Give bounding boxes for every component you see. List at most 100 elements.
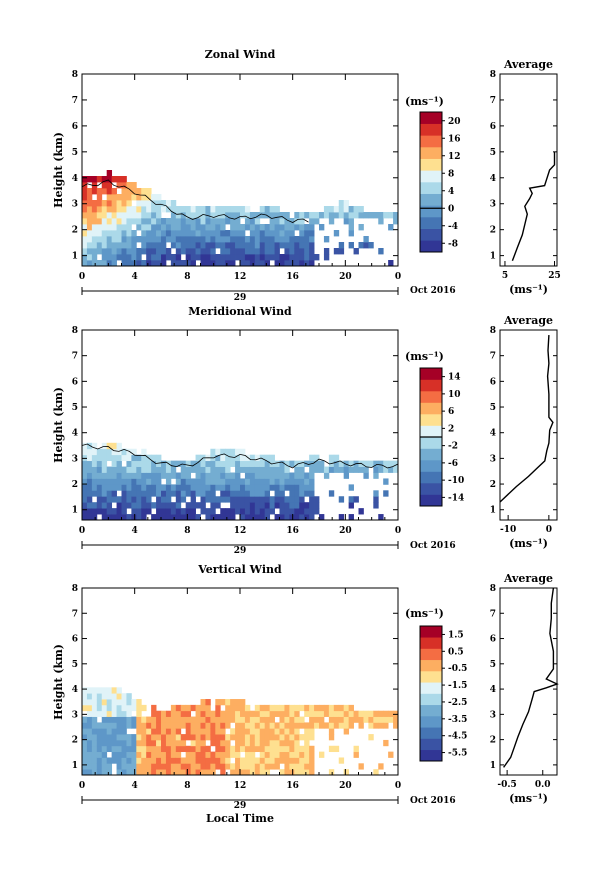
heatmap-cell xyxy=(116,687,122,694)
y-tick-label: 7 xyxy=(72,352,78,362)
heatmap-cell xyxy=(195,206,201,213)
heatmap-cell xyxy=(156,722,162,729)
heatmap-cell xyxy=(101,710,108,717)
colorbar-segment xyxy=(420,471,442,484)
heatmap-cell xyxy=(264,722,271,729)
profile-frame xyxy=(499,329,558,521)
heatmap-cell xyxy=(121,176,127,183)
heatmap-cell xyxy=(205,248,211,255)
date-month: Oct 2016 xyxy=(410,796,456,806)
heatmap-cell xyxy=(259,472,266,479)
heatmap-cell xyxy=(264,224,271,231)
heatmap-cell xyxy=(269,739,275,747)
heatmap-cell xyxy=(136,734,142,741)
heatmap-cell xyxy=(86,490,93,497)
heatmap-cell xyxy=(180,206,187,213)
heatmap-cell xyxy=(259,514,266,521)
heatmap-cell xyxy=(294,745,300,753)
heatmap-cell xyxy=(274,763,280,770)
heatmap-cell xyxy=(210,502,216,509)
heatmap-cell xyxy=(82,745,88,753)
heatmap-cell xyxy=(86,699,93,706)
heatmap-cell xyxy=(151,716,157,723)
heatmap-cell xyxy=(86,448,93,456)
heatmap-cell xyxy=(348,502,354,509)
heatmap-cell xyxy=(156,716,162,723)
heatmap-cell xyxy=(170,212,177,219)
heatmap-cell xyxy=(215,699,221,706)
heatmap-cell xyxy=(146,739,152,747)
heatmap-cell xyxy=(205,769,211,776)
heatmap-cell xyxy=(200,206,206,213)
heatmap-cell xyxy=(116,224,122,231)
heatmap-cell xyxy=(106,734,113,741)
heatmap-cell xyxy=(86,722,93,729)
heatmap-cell xyxy=(91,478,98,485)
heatmap-cell xyxy=(131,478,137,485)
heatmap-cell xyxy=(151,454,157,462)
heatmap-cell xyxy=(225,722,231,729)
heatmap-cell xyxy=(165,751,172,758)
heatmap-cell xyxy=(141,206,147,213)
heatmap-cell xyxy=(279,478,285,485)
heatmap-cell xyxy=(309,478,315,485)
heatmap-cell xyxy=(121,496,127,503)
heatmap-cell xyxy=(220,218,226,225)
heatmap-cell xyxy=(161,466,167,473)
heatmap-cell xyxy=(259,716,266,723)
heatmap-cell xyxy=(126,763,132,770)
colorbar-segment xyxy=(420,170,442,183)
x-tick-label: 16 xyxy=(286,781,299,791)
heatmap-cell xyxy=(264,472,271,479)
heatmap-cell xyxy=(230,508,236,515)
heatmap-cell xyxy=(106,248,113,255)
heatmap-cell xyxy=(254,508,261,515)
heatmap-cell xyxy=(170,751,177,758)
heatmap-cell xyxy=(259,248,266,255)
heatmap-cell xyxy=(131,722,137,729)
heatmap-cell xyxy=(220,460,226,467)
heatmap-cell xyxy=(259,490,266,497)
heatmap-cell xyxy=(161,716,167,723)
heatmap-cell xyxy=(86,710,93,717)
x-tick-label: 12 xyxy=(234,781,247,791)
heatmap-cell xyxy=(309,230,315,237)
heatmap-cell xyxy=(249,454,256,462)
heatmap-cell xyxy=(299,460,305,467)
heatmap-cell xyxy=(156,200,162,207)
heatmap-cell xyxy=(240,716,246,723)
heatmap-cell xyxy=(254,242,261,249)
heatmap-cell xyxy=(230,448,236,456)
heatmap-cell xyxy=(151,739,157,747)
heatmap-cell xyxy=(190,757,196,764)
heatmap-cell xyxy=(185,769,192,776)
heatmap-cell xyxy=(151,236,157,243)
heatmap-cell xyxy=(195,230,201,237)
heatmap-cell xyxy=(151,757,157,764)
heatmap-cell xyxy=(116,484,122,491)
heatmap-cell xyxy=(165,472,172,479)
heatmap-cell xyxy=(156,236,162,243)
heatmap-cell xyxy=(235,218,241,225)
heatmap-cell xyxy=(185,242,192,249)
heatmap-cell xyxy=(126,218,132,225)
heatmap-cell xyxy=(106,763,113,770)
heatmap-cell xyxy=(175,502,182,509)
heatmap-cell xyxy=(146,745,152,753)
x-tick-label: 16 xyxy=(286,272,299,282)
heatmap-cell xyxy=(190,763,196,770)
heatmap-cell xyxy=(225,508,231,515)
heatmap-cell xyxy=(264,751,271,758)
heatmap-cell xyxy=(141,194,147,201)
heatmap-cell xyxy=(230,254,236,261)
heatmap-cell xyxy=(126,242,132,249)
x-tick-label: 8 xyxy=(184,526,190,536)
heatmap-cell xyxy=(151,728,157,735)
heatmap-cell xyxy=(111,751,117,758)
heatmap-cell xyxy=(180,769,187,776)
heatmap-cell xyxy=(309,212,315,219)
heatmap-cell xyxy=(358,763,364,770)
heatmap-cell xyxy=(235,734,241,741)
heatmap-cell xyxy=(82,242,88,249)
heatmap-cell xyxy=(106,490,113,497)
